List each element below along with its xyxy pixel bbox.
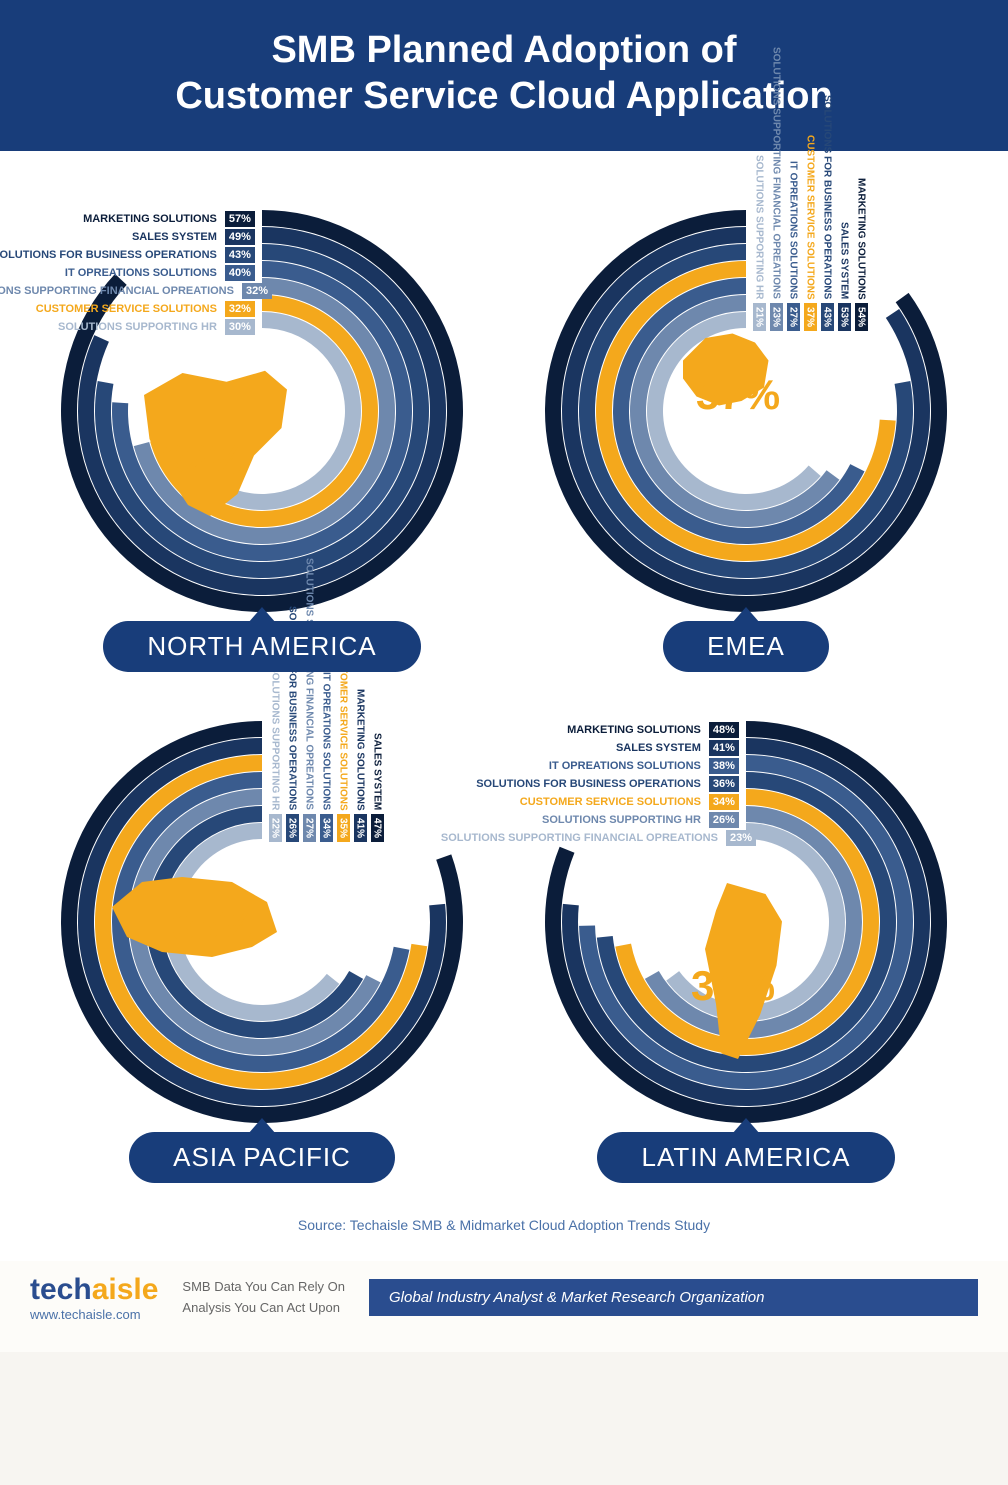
radial-chart: 35%SOLUTIONS SUPPORTING HR22%SOLUTIONS F… <box>42 702 482 1142</box>
series-label-text: MARKETING SOLUTIONS <box>441 724 701 736</box>
series-label-pct: 32% <box>242 283 272 299</box>
series-label-text: CUSTOMER SERVICE SOLUTIONS <box>0 303 217 315</box>
series-label-pct: 27% <box>303 814 316 842</box>
series-label-text: IT OPREATIONS SOLUTIONS <box>788 161 799 299</box>
region-name-badge: ASIA PACIFIC <box>129 1132 395 1183</box>
series-label-pct: 26% <box>286 814 299 842</box>
series-label-pct: 23% <box>770 303 783 331</box>
series-label-text: IT OPREATIONS SOLUTIONS <box>0 267 217 279</box>
series-labels: SOLUTIONS SUPPORTING HR 21% SOLUTIONS SUPP… <box>752 47 868 331</box>
series-label-pct: 41% <box>709 740 739 756</box>
series-label-pct: 40% <box>225 265 255 281</box>
series-label-text: CUSTOMER SERVICE SOLUTIONS <box>805 135 816 300</box>
series-label-pct: 21% <box>753 303 766 331</box>
series-label-pct: 34% <box>320 814 333 842</box>
brand-logo: techaisle www.techaisle.com <box>30 1273 158 1322</box>
series-label-pct: 22% <box>269 814 282 842</box>
series-label-text: SOLUTIONS SUPPORTING HR <box>270 666 281 810</box>
series-labels: SOLUTIONS SUPPORTING HR22%SOLUTIONS FOR … <box>268 558 384 842</box>
series-label-text: MARKETING SOLUTIONS <box>355 689 366 811</box>
series-label-pct: 54% <box>855 303 868 331</box>
series-label-text: SOLUTIONS SUPPORTING FINANCIAL OPREATION… <box>441 832 718 844</box>
series-label-pct: 53% <box>838 303 851 331</box>
series-label-text: SALES SYSTEM <box>839 222 850 299</box>
series-label-text: SOLUTIONS FOR BUSINESS OPERATIONS <box>822 95 833 299</box>
series-label-text: MARKETING SOLUTIONS <box>0 213 217 225</box>
series-label-text: IT OPREATIONS SOLUTIONS <box>321 672 332 810</box>
series-label-text: IT OPREATIONS SOLUTIONS <box>441 760 701 772</box>
series-label-text: SALES SYSTEM <box>441 742 701 754</box>
logo-word-1: tech <box>30 1273 92 1306</box>
tagline-1: SMB Data You Can Rely On <box>182 1277 345 1298</box>
series-label-text: SOLUTIONS SUPPORTING FINANCIAL OPREATION… <box>0 285 234 297</box>
logo-word-2: aisle <box>92 1273 159 1306</box>
series-label-pct: 43% <box>225 247 255 263</box>
region-name-badge: LATIN AMERICA <box>597 1132 894 1183</box>
series-label-pct: 32% <box>225 301 255 317</box>
series-label-text: SOLUTIONS SUPPORTING FINANCIAL OPREATION… <box>304 558 315 810</box>
page-root: SMB Planned Adoption of Customer Service… <box>0 0 1008 1352</box>
source-caption: Source: Techaisle SMB & Midmarket Cloud … <box>0 1203 1008 1261</box>
footer-bar: Global Industry Analyst & Market Researc… <box>369 1279 978 1316</box>
series-labels: MARKETING SOLUTIONS 48% SALES SYSTEM 41% IT … <box>441 723 756 845</box>
series-labels: MARKETING SOLUTIONS 57% SALES SYSTEM 49% SOL… <box>0 212 272 334</box>
series-label-pct: 37% <box>804 303 817 331</box>
series-label-pct: 27% <box>787 303 800 331</box>
region-emea: 37%SOLUTIONS SUPPORTING HR21%SOLUTIONS S… <box>514 191 978 672</box>
region-name-badge: NORTH AMERICA <box>103 621 420 672</box>
radial-chart: 34%MARKETING SOLUTIONS48%SALES SYSTEM41%… <box>526 702 966 1142</box>
series-label-pct: 35% <box>337 814 350 842</box>
radial-chart: 32%MARKETING SOLUTIONS57%SALES SYSTEM49%… <box>42 191 482 631</box>
series-label-pct: 49% <box>225 229 255 245</box>
series-label-pct: 57% <box>225 211 255 227</box>
footer: techaisle www.techaisle.com SMB Data You… <box>0 1261 1008 1352</box>
series-label-text: SOLUTIONS SUPPORTING FINANCIAL OPREATION… <box>771 47 782 299</box>
series-label-text: SOLUTIONS FOR BUSINESS OPERATIONS <box>0 249 217 261</box>
series-label-text: CUSTOMER SERVICE SOLUTIONS <box>441 796 701 808</box>
brand-url[interactable]: www.techaisle.com <box>30 1307 158 1322</box>
series-label-pct: 26% <box>709 812 739 828</box>
region-latin-america: 34%MARKETING SOLUTIONS48%SALES SYSTEM41%… <box>514 702 978 1183</box>
series-label-pct: 34% <box>709 794 739 810</box>
series-label-text: MARKETING SOLUTIONS <box>856 178 867 300</box>
series-label-pct: 36% <box>709 776 739 792</box>
regions-grid: 32% MARKETING SOLUTIONS 57% SALES SYSTEM 49%… <box>0 151 1008 1203</box>
series-label-pct: 23% <box>726 830 756 846</box>
series-label-pct: 43% <box>821 303 834 331</box>
series-label-pct: 41% <box>354 814 367 842</box>
series-label-pct: 48% <box>709 722 739 738</box>
series-label-text: SALES SYSTEM <box>372 733 383 810</box>
region-asia-pacific: 35%SOLUTIONS SUPPORTING HR22%SOLUTIONS F… <box>30 702 494 1183</box>
series-label-pct: 38% <box>709 758 739 774</box>
series-label-pct: 47% <box>371 814 384 842</box>
series-label-pct: 30% <box>225 319 255 335</box>
region-name-badge: EMEA <box>663 621 829 672</box>
footer-taglines: SMB Data You Can Rely On Analysis You Ca… <box>182 1277 345 1319</box>
series-label-text: SOLUTIONS SUPPORTING HR <box>754 155 765 299</box>
series-label-text: SOLUTIONS FOR BUSINESS OPERATIONS <box>441 778 701 790</box>
series-label-text: SALES SYSTEM <box>0 231 217 243</box>
radial-chart: 37%SOLUTIONS SUPPORTING HR21%SOLUTIONS S… <box>526 191 966 631</box>
series-label-text: SOLUTIONS SUPPORTING HR <box>441 814 701 826</box>
region-north-america: 32%MARKETING SOLUTIONS57%SALES SYSTEM49%… <box>30 191 494 672</box>
tagline-2: Analysis You Can Act Upon <box>182 1298 345 1319</box>
series-label-text: SOLUTIONS SUPPORTING HR <box>0 321 217 333</box>
